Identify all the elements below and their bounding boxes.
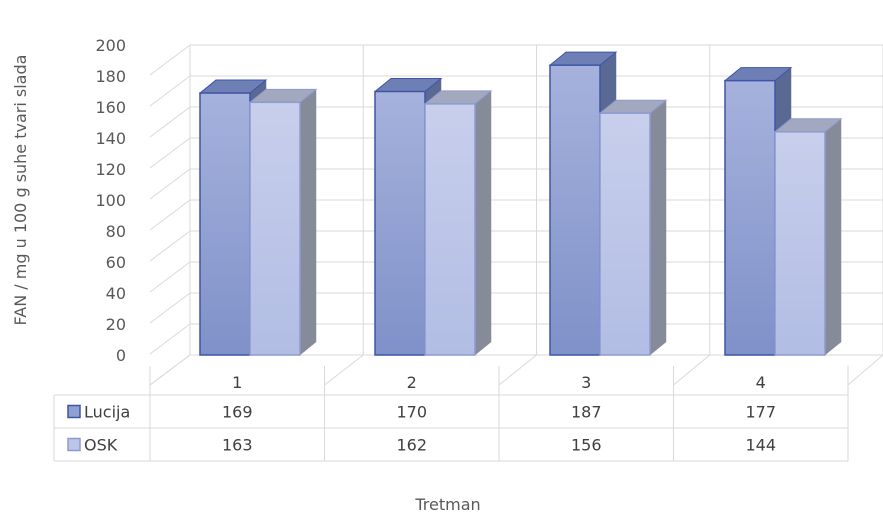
grid-diagonal <box>149 323 191 355</box>
y-tick-label: 60 <box>106 253 126 272</box>
y-tick-label: 0 <box>116 346 126 365</box>
bar-front <box>774 131 826 356</box>
grid-diagonal <box>149 261 191 293</box>
grid-diagonal <box>149 137 191 169</box>
x-tick-label: 3 <box>581 373 591 392</box>
grid-diagonal <box>149 44 191 76</box>
y-tick-label: 160 <box>95 98 126 117</box>
bar-front <box>424 103 476 356</box>
bar-osk-1 <box>248 88 318 356</box>
data-label: 156 <box>571 436 602 455</box>
grid-diagonal <box>149 75 191 107</box>
grid-diagonal <box>149 199 191 231</box>
data-label: 170 <box>396 403 427 422</box>
bar-front <box>724 79 776 356</box>
bar-side <box>474 90 492 356</box>
y-tick-label: 200 <box>95 36 126 55</box>
legend-swatch-osk <box>67 437 81 452</box>
bar-osk-2 <box>423 90 493 356</box>
data-label: 169 <box>222 403 253 422</box>
y-tick-label: 140 <box>95 129 126 148</box>
y-tick-label: 40 <box>106 284 126 303</box>
bar-side <box>824 118 842 356</box>
grid-diagonal <box>149 230 191 262</box>
bar-osk-3 <box>598 99 668 356</box>
y-tick-label: 120 <box>95 160 126 179</box>
data-label: 144 <box>745 436 776 455</box>
y-axis-title: FAN / mg u 100 g suhe tvari slada <box>11 55 30 326</box>
floor-diagonal <box>847 354 883 386</box>
bar-side <box>299 88 317 356</box>
legend-label-osk: OSK <box>84 436 118 455</box>
bars <box>198 51 843 356</box>
bar-osk-4 <box>773 118 843 356</box>
bar-side <box>649 99 667 356</box>
grid-diagonal <box>149 106 191 138</box>
floor-diagonal <box>673 354 711 386</box>
floor-diagonal <box>149 354 191 386</box>
floor-diagonal <box>498 354 537 386</box>
data-label: 187 <box>571 403 602 422</box>
data-label: 177 <box>745 403 776 422</box>
y-tick-label: 80 <box>106 222 126 241</box>
grid-diagonal <box>149 292 191 324</box>
y-tick-label: 100 <box>95 191 126 210</box>
x-tick-label: 1 <box>232 373 242 392</box>
x-tick-label: 4 <box>756 373 766 392</box>
x-tick-label: 2 <box>407 373 417 392</box>
data-label: 162 <box>396 436 427 455</box>
bar-front <box>374 90 426 356</box>
legend-label-lucija: Lucija <box>84 403 130 422</box>
y-tick-labels: 0 20 40 60 80 100 120 140 160 180 200 <box>95 36 126 365</box>
data-label: 163 <box>222 436 253 455</box>
bar-front <box>249 101 301 356</box>
legend-swatch-lucija <box>67 404 81 419</box>
grid-diagonal <box>149 168 191 200</box>
bar-front <box>199 92 251 356</box>
y-tick-label: 180 <box>95 67 126 86</box>
floor-diagonal <box>324 354 364 386</box>
bar-front <box>549 64 601 356</box>
data-table: 1 2 3 4 Lucija 169 170 187 177 OSK 163 162 156 144 <box>53 366 849 462</box>
bar-front <box>599 112 651 356</box>
y-tick-label: 20 <box>106 315 126 334</box>
x-axis-title: Tretman <box>414 495 480 514</box>
